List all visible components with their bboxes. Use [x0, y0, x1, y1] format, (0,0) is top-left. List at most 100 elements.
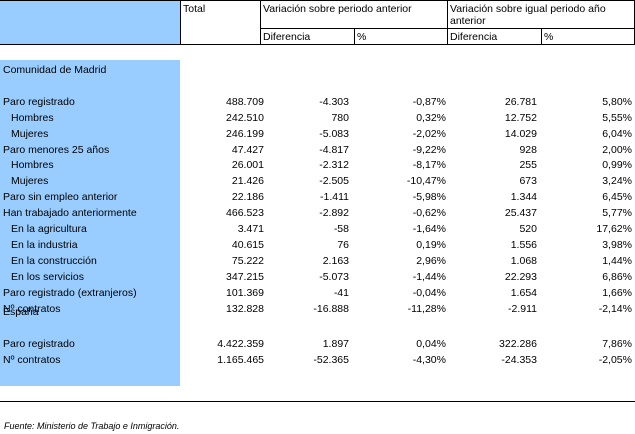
cell-d1: -16.888	[313, 302, 349, 315]
cell-p1: 2,96%	[416, 254, 446, 267]
cell-p2: 3,24%	[602, 175, 632, 188]
cell-d2: 1.068	[510, 254, 537, 267]
cell-d2: 520	[519, 223, 537, 235]
cell-p1: -0,04%	[412, 286, 446, 299]
cell-total: 40.615	[231, 238, 264, 251]
cell-d2: 322.286	[499, 337, 537, 350]
cell-d2: 1.344	[510, 191, 537, 204]
cell-total: 22.186	[231, 191, 264, 204]
row-label: Paro menores 25 años	[3, 143, 110, 156]
cell-p1: -8,17%	[412, 159, 446, 172]
header-divider-pct1	[354, 28, 355, 44]
header-divider-total	[180, 0, 181, 44]
cell-d1: 2.163	[322, 254, 349, 267]
section-title: España	[3, 306, 39, 318]
header-var-igual-line1: Variación sobre igual periodo año	[450, 3, 606, 15]
cell-p1: -4,30%	[412, 353, 446, 366]
header-divider-pct2	[541, 28, 542, 44]
header-var-igual-line2: anterior	[450, 15, 486, 27]
label-column	[0, 60, 180, 386]
cell-d1: 780	[331, 111, 349, 124]
cell-total: 1.165.465	[217, 353, 264, 366]
cell-total: 26.001	[231, 159, 264, 172]
cell-p2: 1,44%	[602, 254, 632, 267]
cell-d1: -41	[333, 286, 349, 299]
cell-d2: 1.654	[510, 286, 537, 299]
row-label: Mujeres	[11, 175, 49, 188]
header-divider-var2	[447, 0, 448, 44]
cell-d2: 22.293	[504, 270, 537, 283]
header-label-cell	[0, 0, 180, 44]
cell-d2: 25.437	[504, 207, 537, 220]
header-top-border	[0, 0, 635, 1]
cell-p2: -2,14%	[598, 302, 632, 315]
cell-p1: -10,47%	[406, 175, 446, 188]
cell-d1: -1.411	[320, 191, 349, 204]
cell-p1: -1,44%	[412, 270, 446, 283]
header-pct-1: %	[357, 31, 367, 43]
header-pct-2: %	[544, 31, 554, 43]
cell-p2: -2,05%	[598, 353, 632, 366]
cell-p1: 0,32%	[416, 111, 446, 124]
cell-d2: 26.781	[504, 95, 537, 108]
cell-p1: -0,87%	[412, 95, 446, 108]
cell-p2: 1,66%	[602, 286, 632, 299]
row-label: En la agricultura	[11, 223, 87, 235]
cell-d1: -2.312	[319, 159, 349, 172]
cell-d1: -2.505	[319, 175, 349, 188]
cell-p2: 3,98%	[602, 238, 632, 251]
source-text: Ministerio de Trabajo e Inmigración.	[34, 421, 180, 431]
cell-total: 3.471	[237, 223, 264, 235]
cell-p2: 6,04%	[602, 127, 632, 140]
cell-d1: -2.892	[319, 207, 349, 220]
source-note: Fuente: Ministerio de Trabajo e Inmigrac…	[4, 421, 179, 431]
row-label: Hombres	[11, 159, 54, 172]
cell-p2: 0,99%	[602, 159, 632, 172]
header-bottom-border	[0, 44, 635, 45]
cell-d2: 14.029	[504, 127, 537, 140]
section-title: Comunidad de Madrid	[3, 64, 107, 76]
cell-p2: 5,77%	[602, 207, 632, 220]
cell-d1: -5.073	[319, 270, 349, 283]
header-total: Total	[183, 3, 206, 15]
row-label: Paro sin empleo anterior	[3, 191, 118, 204]
cell-d1: 76	[337, 238, 349, 251]
cell-d1: 1.897	[322, 337, 349, 350]
cell-p1: -5,98%	[412, 191, 446, 204]
row-label: En la construcción	[11, 254, 97, 267]
cell-d2: 12.752	[504, 111, 537, 124]
cell-d2: -24.353	[501, 353, 537, 366]
cell-p2: 6,45%	[602, 191, 632, 204]
cell-p1: 0,19%	[416, 238, 446, 251]
cell-p2: 17,62%	[596, 223, 632, 235]
cell-d1: -5.083	[319, 127, 349, 140]
row-label: Han trabajado anteriormente	[3, 207, 137, 220]
cell-p1: -2,02%	[412, 127, 446, 140]
cell-total: 466.523	[226, 207, 264, 220]
source-prefix: Fuente:	[4, 421, 35, 431]
row-label: En los servicios	[11, 270, 84, 283]
cell-p2: 5,55%	[602, 111, 632, 124]
cell-d1: -58	[333, 223, 349, 235]
cell-p1: -0,62%	[412, 207, 446, 220]
cell-p1: -11,28%	[407, 302, 446, 315]
cell-d2: 255	[519, 159, 537, 172]
cell-p1: -1,64%	[412, 223, 446, 235]
cell-d2: 673	[519, 175, 537, 188]
cell-d2: 928	[519, 143, 537, 156]
cell-total: 21.426	[231, 175, 264, 188]
cell-p2: 2,00%	[602, 143, 632, 156]
cell-d1: -4.303	[319, 95, 349, 108]
cell-p2: 6,86%	[602, 270, 632, 283]
cell-total: 101.369	[226, 286, 264, 299]
row-label: Nº contratos	[3, 353, 61, 366]
cell-total: 488.709	[226, 95, 264, 108]
row-label: Paro registrado (extranjeros)	[3, 286, 137, 299]
row-label: Nº contratos	[3, 302, 61, 315]
row-label: Paro registrado	[3, 337, 75, 350]
row-label: Hombres	[11, 111, 54, 124]
row-label: Paro registrado	[3, 95, 75, 108]
header-var-periodo: Variación sobre periodo anterior	[263, 3, 412, 15]
cell-p1: 0,04%	[416, 337, 446, 350]
cell-p1: -9,22%	[412, 143, 446, 156]
